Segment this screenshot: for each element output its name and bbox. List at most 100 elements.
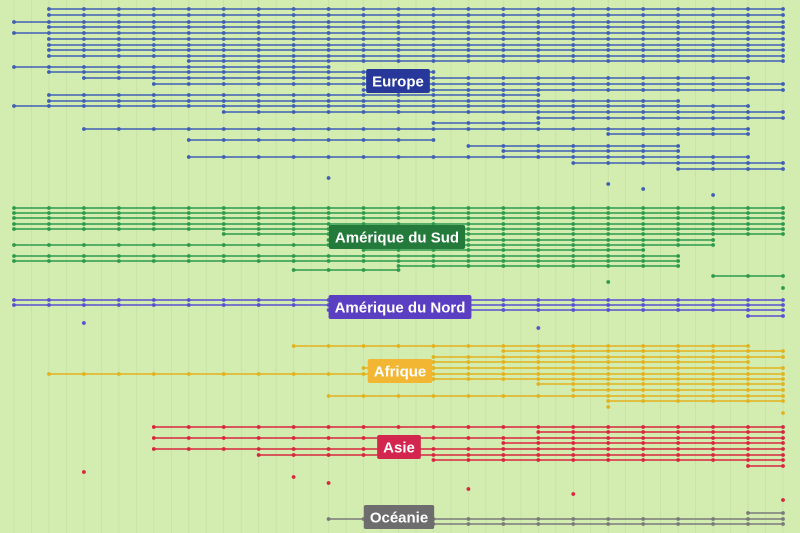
group-label: Amérique du Nord xyxy=(328,295,472,319)
timeline-point xyxy=(326,93,331,97)
timeline-point xyxy=(47,243,51,247)
timeline-point xyxy=(606,20,611,24)
timeline-point xyxy=(711,274,715,278)
timeline-point xyxy=(781,232,785,236)
timeline-point xyxy=(501,104,506,108)
timeline-point xyxy=(256,31,261,35)
timeline-point xyxy=(746,360,750,364)
timeline-point xyxy=(466,344,471,348)
timeline-point xyxy=(291,110,296,114)
timeline-point xyxy=(361,394,366,398)
timeline-point xyxy=(12,31,16,35)
timeline-point xyxy=(571,492,576,496)
timeline-point xyxy=(466,93,471,97)
timeline-point xyxy=(641,355,646,359)
timeline-point xyxy=(186,425,191,429)
timeline-point xyxy=(676,430,681,434)
timeline-point xyxy=(396,425,401,429)
timeline-point xyxy=(606,59,611,63)
timeline-point xyxy=(186,243,191,247)
timeline-point xyxy=(116,20,121,24)
timeline-point xyxy=(676,458,681,462)
timeline-point xyxy=(641,43,646,47)
timeline-point xyxy=(466,243,471,247)
timeline-point xyxy=(746,232,750,236)
timeline-point xyxy=(361,25,366,29)
timeline-point xyxy=(711,31,715,35)
timeline-point xyxy=(466,227,471,231)
timeline-point xyxy=(82,43,86,47)
timeline-point xyxy=(12,104,16,108)
timeline-point xyxy=(606,7,611,11)
timeline-point xyxy=(186,206,191,210)
timeline-point xyxy=(641,7,646,11)
timeline-point xyxy=(82,222,86,226)
timeline-point xyxy=(221,211,226,215)
timeline-point xyxy=(431,110,436,114)
timeline-point xyxy=(291,104,296,108)
timeline-point xyxy=(12,303,16,307)
timeline-point xyxy=(466,110,471,114)
timeline-point xyxy=(711,20,715,24)
timeline-point xyxy=(501,303,506,307)
timeline-point xyxy=(186,298,191,302)
timeline-point xyxy=(746,25,750,29)
timeline-point xyxy=(676,447,681,451)
timeline-point xyxy=(12,222,16,226)
timeline-point xyxy=(291,232,296,236)
timeline-point xyxy=(396,254,401,258)
timeline-point xyxy=(606,303,611,307)
timeline-point xyxy=(571,144,576,148)
timeline-point xyxy=(151,206,156,210)
timeline-point xyxy=(291,48,296,52)
group-label-box xyxy=(377,435,421,459)
timeline-point xyxy=(536,54,541,58)
timeline-point xyxy=(606,132,611,136)
timeline-point xyxy=(431,206,436,210)
timeline-point xyxy=(571,211,576,215)
timeline-point xyxy=(431,138,436,142)
timeline-point xyxy=(116,298,121,302)
timeline-point xyxy=(466,366,471,370)
timeline-point xyxy=(326,425,331,429)
timeline-point xyxy=(431,59,436,63)
timeline-point xyxy=(256,37,261,41)
timeline-point xyxy=(151,243,156,247)
timeline-point xyxy=(466,436,471,440)
timeline-point xyxy=(82,93,86,97)
timeline-point xyxy=(431,216,436,220)
timeline-point xyxy=(431,25,436,29)
timeline-point xyxy=(291,259,296,263)
timeline-point xyxy=(571,110,576,114)
timeline-point xyxy=(466,127,471,131)
timeline-point xyxy=(641,264,646,268)
timeline-point xyxy=(116,303,121,307)
timeline-point xyxy=(781,31,785,35)
timeline-point xyxy=(186,372,191,376)
timeline-point xyxy=(116,7,121,11)
timeline-point xyxy=(151,216,156,220)
timeline-point xyxy=(361,20,366,24)
timeline-point xyxy=(431,264,436,268)
timeline-point xyxy=(676,76,681,80)
timeline-point xyxy=(676,238,681,242)
timeline-point xyxy=(676,522,681,526)
timeline-point xyxy=(606,182,611,186)
timeline-point xyxy=(361,76,366,80)
timeline-point xyxy=(396,394,401,398)
timeline-point xyxy=(536,382,541,386)
timeline-point xyxy=(82,206,86,210)
timeline-point xyxy=(501,372,506,376)
timeline-point xyxy=(781,447,785,451)
timeline-point xyxy=(82,211,86,215)
timeline-point xyxy=(291,76,296,80)
timeline-point xyxy=(221,216,226,220)
timeline-point xyxy=(781,274,785,278)
timeline-point xyxy=(711,54,715,58)
timeline-point xyxy=(256,138,261,142)
timeline-point xyxy=(12,206,16,210)
timeline-point xyxy=(571,436,576,440)
timeline-point xyxy=(711,216,715,220)
timeline-point xyxy=(746,20,750,24)
timeline-point xyxy=(571,161,576,165)
